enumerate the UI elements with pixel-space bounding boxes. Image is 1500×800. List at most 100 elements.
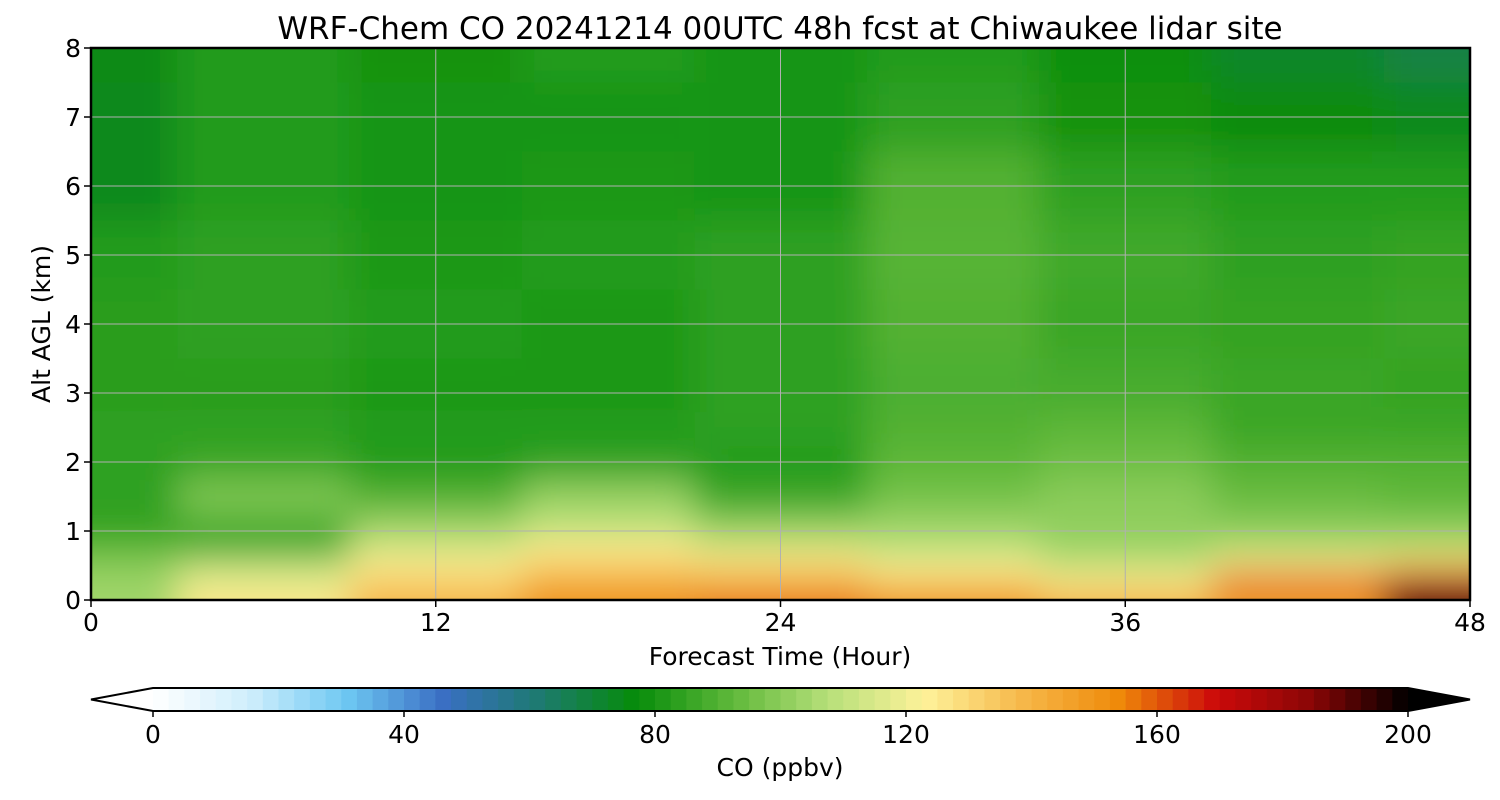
x-axis-label: Forecast Time (Hour)	[649, 642, 912, 671]
heat-cell	[521, 556, 695, 575]
colorbar-segment	[1125, 688, 1142, 711]
y-tick-label: 0	[65, 586, 81, 615]
colorbar-segment	[215, 688, 233, 711]
chart-title: WRF-Chem CO 20241214 00UTC 48h fcst at C…	[277, 11, 1282, 47]
y-tick-label: 7	[65, 103, 81, 132]
colorbar-segment	[1204, 688, 1221, 711]
heat-cell	[866, 48, 1040, 83]
colorbar-segment	[890, 688, 907, 711]
colorbar-tick-label: 40	[388, 720, 420, 749]
heat-cell	[521, 358, 695, 411]
colorbar-segment	[168, 688, 185, 711]
x-tick-label: 0	[83, 608, 99, 637]
y-tick-label: 4	[65, 310, 81, 339]
x-axis: 0 12 24 36 48	[83, 600, 1486, 637]
x-tick-label: 24	[765, 608, 797, 637]
x-tick-label: 36	[1109, 608, 1141, 637]
y-axis-label: Alt AGL (km)	[27, 245, 56, 403]
heat-cell	[866, 479, 1040, 514]
heat-cell	[1211, 539, 1384, 557]
colorbar-segment	[702, 688, 719, 711]
heat-cell	[866, 556, 1040, 575]
heat-cell	[1383, 358, 1470, 411]
heat-cell	[177, 591, 350, 600]
y-tick-label: 6	[65, 172, 81, 201]
colorbar-segment	[1235, 688, 1252, 711]
colorbar-segment	[717, 688, 735, 711]
heat-cell	[866, 358, 1040, 411]
colorbar-segment	[1157, 688, 1174, 711]
colorbar-segment	[1360, 688, 1378, 711]
heat-cell	[1383, 48, 1470, 83]
colorbar-segment	[498, 688, 515, 711]
colorbar-segment	[388, 688, 405, 711]
colorbar-segment	[184, 688, 201, 711]
heat-cell	[1383, 556, 1470, 575]
heat-cell	[1383, 574, 1470, 592]
y-axis: 0 1 2 3 4 5 6 7 8	[65, 34, 91, 615]
heat-cell	[521, 410, 695, 445]
heat-cell	[866, 574, 1040, 592]
heat-cell	[521, 513, 695, 540]
colorbar-segment	[1094, 688, 1111, 711]
heat-cell	[1211, 48, 1384, 83]
colorbar-segment	[858, 688, 876, 711]
heat-cell	[177, 358, 350, 411]
heat-cell	[521, 574, 695, 592]
heat-cell	[1383, 410, 1470, 445]
colorbar-segment	[592, 688, 609, 711]
heat-cell	[91, 513, 178, 540]
colorbar-segment	[1000, 688, 1017, 711]
colorbar-segment	[1313, 688, 1331, 711]
heat-cell	[521, 539, 695, 557]
colorbar-segment	[796, 688, 813, 711]
colorbar-segment	[1345, 688, 1362, 711]
colorbar-segment	[874, 688, 891, 711]
colorbar-segment	[404, 688, 421, 711]
colorbar-segment	[294, 688, 311, 711]
y-tick-label: 8	[65, 34, 81, 63]
heat-cell	[1211, 358, 1384, 411]
heat-cell	[521, 591, 695, 600]
colorbar-segment	[1172, 688, 1189, 711]
colorbar-tick-label: 200	[1384, 720, 1432, 749]
y-tick-label: 5	[65, 241, 81, 270]
colorbar-segment	[545, 688, 562, 711]
colorbar-segment	[435, 688, 452, 711]
colorbar-segment	[1298, 688, 1315, 711]
colorbar-segment	[1047, 688, 1064, 711]
colorbar-extend-max	[1408, 688, 1470, 711]
colorbar-tick-label: 80	[639, 720, 671, 749]
colorbar-segment	[513, 688, 531, 711]
colorbar-segment	[200, 688, 217, 711]
x-tick-label: 48	[1454, 608, 1486, 637]
colorbar-segment	[278, 688, 295, 711]
heat-cell	[1211, 574, 1384, 592]
colorbar-segment	[262, 688, 280, 711]
colorbar-segment	[1062, 688, 1080, 711]
heat-cell	[1383, 479, 1470, 514]
x-tick-label: 12	[420, 608, 452, 637]
heat-cell	[91, 358, 178, 411]
heat-cell	[1211, 410, 1384, 445]
colorbar-segment	[780, 688, 797, 711]
heat-cell	[521, 48, 695, 83]
colorbar-segment	[560, 688, 578, 711]
heat-cell	[177, 479, 350, 514]
y-tick-label: 3	[65, 379, 81, 408]
colorbar-segment	[921, 688, 938, 711]
colorbar-label: CO (ppbv)	[717, 753, 844, 782]
colorbar-segment	[623, 688, 640, 711]
colorbar-segment	[466, 688, 484, 711]
colorbar-segment	[984, 688, 1001, 711]
colorbar-segment	[372, 688, 389, 711]
colorbar-extend-min	[91, 688, 153, 711]
heat-cell	[1211, 591, 1384, 600]
heat-cell	[1211, 479, 1384, 514]
heat-cell	[91, 556, 178, 575]
colorbar-segment	[749, 688, 766, 711]
heat-cell	[1211, 556, 1384, 575]
heat-cell	[177, 539, 350, 557]
colorbar-segment	[827, 688, 844, 711]
colorbar-segment	[1078, 688, 1095, 711]
